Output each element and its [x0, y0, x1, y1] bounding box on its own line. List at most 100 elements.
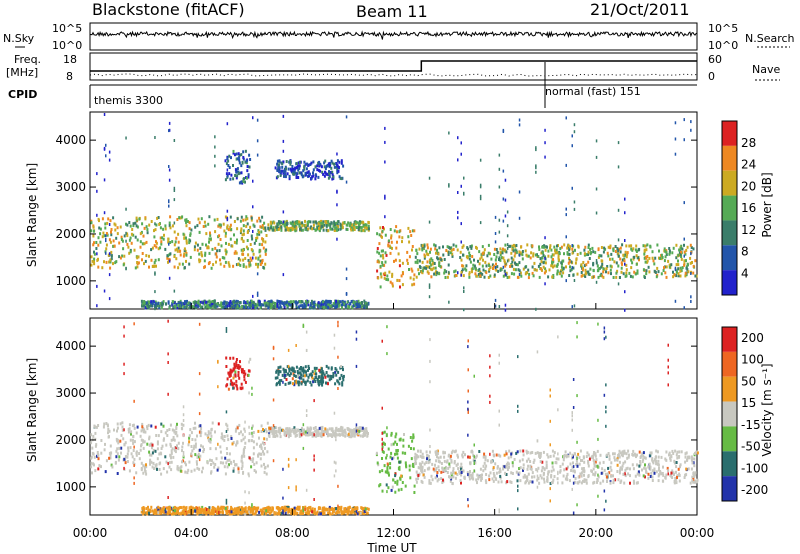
- scatter-echo-cell: [217, 242, 220, 246]
- scatter-echo-cell: [668, 249, 671, 253]
- scatter-echo-cell: [150, 248, 153, 252]
- scatter-echo-cell: [269, 220, 272, 224]
- scatter-echo-cell: [580, 271, 583, 274]
- scatter-echo-cell: [562, 474, 565, 478]
- scatter-echo-cell: [505, 250, 508, 254]
- scatter-echo-cell: [624, 468, 627, 472]
- scatter-echo-cell: [355, 302, 358, 306]
- scatter-echo-cell: [648, 256, 651, 260]
- scatter-echo-cell: [499, 476, 502, 480]
- scatter-echo-cell: [149, 462, 151, 466]
- scatter-echo-cell: [522, 453, 525, 457]
- scatter-echo-cell: [587, 250, 590, 254]
- scatter-echo-cell: [616, 470, 619, 473]
- scatter-echo-cell: [654, 270, 657, 274]
- scatter-echo-cell: [418, 259, 421, 263]
- scatter-echo-cell: [346, 433, 349, 437]
- scatter-echo-cell: [470, 246, 473, 250]
- scatter-echo-cell: [308, 367, 310, 370]
- scatter-echo-cell: [307, 220, 310, 224]
- scatter-echo-cell: [491, 477, 494, 481]
- noise-echo-cell: [384, 215, 386, 219]
- scatter-echo-cell: [193, 468, 196, 472]
- scatter-echo-cell: [248, 432, 251, 436]
- scatter-echo-cell: [226, 427, 229, 431]
- scatter-echo-cell: [322, 172, 325, 176]
- scatter-echo-cell: [692, 480, 695, 484]
- scatter-echo-cell: [413, 273, 416, 277]
- scatter-echo-cell: [257, 429, 260, 433]
- scatter-echo-cell: [383, 276, 386, 280]
- scatter-echo-cell: [293, 429, 296, 433]
- scatter-echo-cell: [644, 260, 647, 264]
- scatter-echo-cell: [460, 258, 463, 262]
- scatter-echo-cell: [331, 170, 334, 174]
- scatter-echo-cell: [344, 306, 347, 310]
- scatter-echo-cell: [207, 430, 210, 434]
- scatter-echo-cell: [124, 441, 127, 445]
- scatter-echo-cell: [332, 373, 335, 377]
- scatter-echo-cell: [301, 221, 304, 225]
- scatter-echo-cell: [694, 274, 697, 278]
- scatter-echo-cell: [612, 452, 614, 456]
- scatter-echo-cell: [258, 216, 261, 220]
- scatter-echo-cell: [156, 457, 159, 461]
- noise-echo-cell: [96, 304, 98, 308]
- scatter-echo-cell: [244, 149, 247, 153]
- scatter-echo-cell: [242, 224, 245, 228]
- scatter-echo-cell: [224, 215, 227, 219]
- scatter-echo-cell: [269, 302, 271, 306]
- scatter-echo-cell: [194, 305, 197, 309]
- scatter-echo-cell: [226, 458, 229, 462]
- scatter-echo-cell: [262, 246, 265, 250]
- scatter-echo-cell: [195, 300, 198, 304]
- scatter-echo-cell: [308, 373, 311, 377]
- scatter-echo-cell: [152, 448, 155, 452]
- scatter-echo-cell: [358, 223, 360, 227]
- scatter-echo-cell: [495, 248, 498, 251]
- scatter-echo-cell: [514, 251, 517, 255]
- scatter-echo-cell: [136, 238, 139, 242]
- scatter-echo-cell: [217, 422, 220, 426]
- noise-echo-cell: [535, 146, 537, 150]
- scatter-echo-cell: [113, 244, 116, 248]
- scatter-echo-cell: [466, 471, 469, 475]
- scatter-echo-cell: [128, 221, 131, 224]
- scatter-echo-cell: [375, 451, 378, 455]
- scatter-echo-cell: [643, 252, 646, 256]
- scatter-echo-cell: [340, 512, 343, 516]
- scatter-echo-cell: [288, 367, 291, 371]
- scatter-echo-cell: [270, 303, 273, 307]
- scatter-echo-cell: [266, 450, 269, 454]
- scatter-echo-cell: [255, 239, 258, 242]
- scatter-echo-cell: [508, 465, 510, 469]
- nave-label: Nave: [752, 63, 780, 76]
- noise-echo-cell: [108, 273, 111, 277]
- scatter-echo-cell: [331, 177, 334, 181]
- scatter-echo-cell: [214, 230, 217, 234]
- scatter-echo-cell: [110, 254, 113, 258]
- scatter-echo-cell: [277, 366, 280, 370]
- scatter-echo-cell: [650, 451, 653, 455]
- scatter-echo-cell: [631, 453, 634, 456]
- scatter-echo-cell: [410, 457, 413, 461]
- scatter-echo-cell: [276, 228, 279, 232]
- scatter-echo-cell: [330, 433, 333, 437]
- scatter-echo-cell: [281, 162, 284, 166]
- scatter-echo-cell: [434, 450, 437, 454]
- scatter-echo-cell: [471, 471, 474, 475]
- scatter-echo-cell: [635, 262, 638, 266]
- scatter-echo-cell: [364, 427, 367, 431]
- scatter-echo-cell: [437, 465, 440, 469]
- scatter-echo-cell: [526, 450, 529, 454]
- scatter-echo-cell: [180, 305, 183, 309]
- scatter-echo-cell: [160, 452, 163, 456]
- scatter-echo-cell: [145, 225, 148, 229]
- scatter-echo-cell: [255, 442, 258, 446]
- scatter-echo-cell: [426, 260, 429, 264]
- scatter-echo-cell: [234, 168, 237, 172]
- noise-echo-cell: [624, 211, 626, 215]
- scatter-echo-cell: [220, 301, 223, 305]
- beam-title: Beam 11: [356, 2, 428, 21]
- scatter-echo-cell: [390, 431, 393, 435]
